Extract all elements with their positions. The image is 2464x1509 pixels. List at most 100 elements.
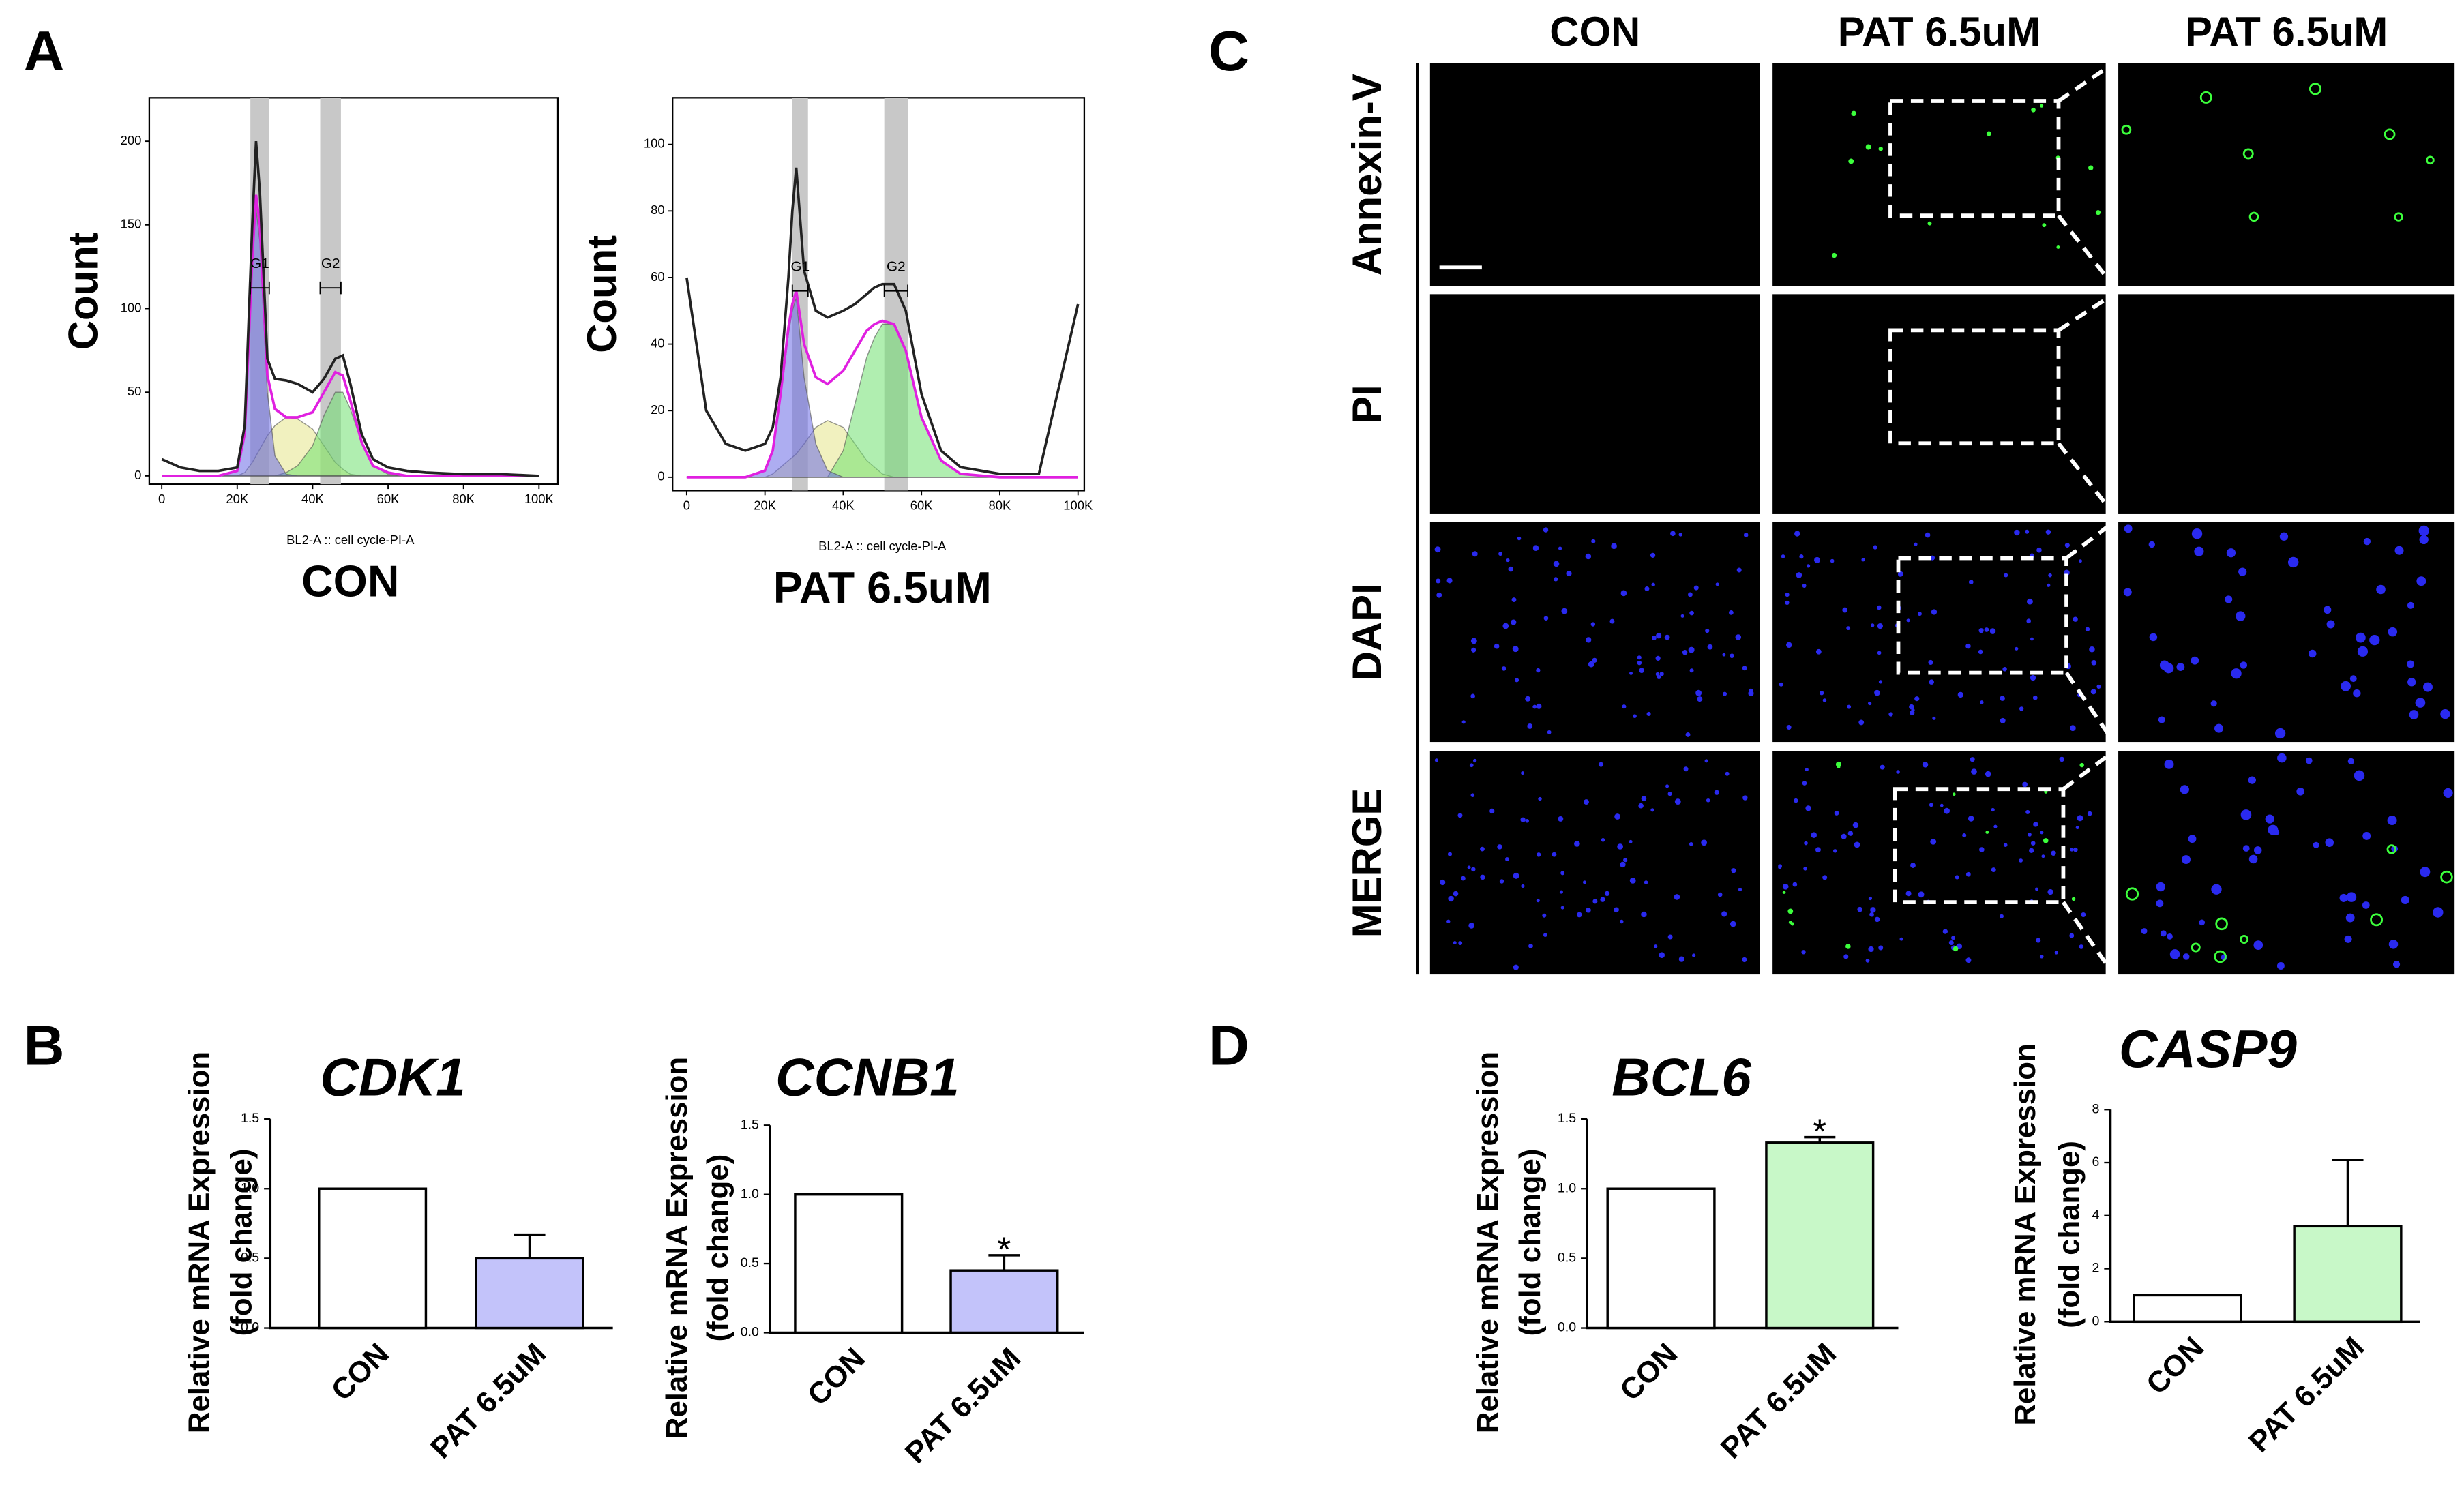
cell [2028, 833, 2032, 837]
cell [2305, 757, 2313, 764]
cell [1656, 633, 1662, 639]
cell [1646, 711, 1651, 717]
cell [1560, 906, 1564, 910]
x-axis-label: BL2-A :: cell cycle-PI-A [286, 533, 415, 547]
cell [2075, 826, 2079, 830]
cell [1778, 864, 1782, 869]
cell [1682, 649, 1688, 655]
cell [1968, 816, 1974, 822]
y-tick-label: 150 [121, 217, 142, 231]
micrograph-image [2118, 751, 2455, 975]
cell [1584, 799, 1589, 805]
cell [2033, 822, 2038, 827]
cell [1678, 956, 1685, 962]
cell [1815, 847, 1821, 853]
line [685, 167, 1080, 475]
cell [2347, 758, 2355, 765]
cell [1979, 847, 1985, 852]
cell [1822, 875, 1828, 880]
cell [1742, 795, 1748, 801]
cell [1558, 816, 1564, 822]
cell [2388, 627, 2398, 637]
cell [2164, 759, 2174, 769]
cell [2027, 598, 2033, 605]
row-label: Annexin-V [1344, 74, 1390, 275]
cell [2242, 148, 2254, 160]
cell [1877, 651, 1882, 655]
cell [1505, 857, 1510, 862]
cell [1806, 564, 1811, 568]
y-axis-label: Relative mRNA Expression [1471, 1051, 1504, 1433]
cell [1942, 929, 1948, 934]
cell [2191, 656, 2199, 665]
y-tick-label: 1.5 [241, 1111, 259, 1126]
cell [2353, 689, 2361, 698]
cell [2079, 944, 2084, 949]
cell [1878, 147, 1884, 151]
cell [1922, 762, 1929, 768]
cell [2073, 616, 2078, 622]
cell [1743, 533, 1749, 537]
significance-mark: * [1813, 1111, 1826, 1150]
cell [1991, 867, 1996, 873]
cell [2354, 770, 2365, 781]
cell [2125, 887, 2139, 901]
cell [1857, 906, 1862, 912]
x-tick-label: 60K [377, 492, 400, 506]
error-bar [2332, 1159, 2364, 1227]
cell [2277, 753, 2287, 763]
cell [1801, 950, 1806, 955]
cell [2149, 633, 2158, 642]
cell [2242, 845, 2250, 852]
cell [2121, 124, 2132, 135]
x-tick-label: 0 [683, 498, 690, 512]
cell [1644, 880, 1648, 884]
cell [1629, 671, 1633, 675]
cell [1619, 919, 1624, 924]
cell [1965, 957, 1972, 963]
cell [1852, 822, 1859, 828]
cell [1989, 628, 1996, 634]
cell [2240, 934, 2249, 944]
cell [1804, 841, 1808, 846]
cell [1469, 763, 1474, 768]
cell [1585, 637, 1592, 643]
cell [1583, 880, 1586, 884]
y-tick-label: 20 [651, 402, 665, 417]
cell [1799, 554, 1804, 559]
cell [1835, 761, 1842, 768]
cell [1561, 608, 1568, 614]
micrograph-image [1429, 294, 1760, 514]
cell [1731, 868, 1736, 873]
cell [1471, 647, 1476, 653]
cell [2030, 637, 2034, 641]
cell [2000, 696, 2005, 701]
cell [1543, 933, 1547, 937]
bar [475, 1257, 584, 1330]
cell [1461, 720, 1466, 724]
y-tick-label: 6 [2092, 1154, 2100, 1169]
cell [1965, 643, 1971, 649]
cell [1948, 940, 1954, 946]
cell [2180, 785, 2189, 794]
cell [1532, 704, 1537, 709]
micrograph-image [1429, 63, 1760, 286]
cell [1506, 558, 1510, 563]
y-tick-label: 100 [644, 136, 665, 151]
cell [2191, 942, 2201, 953]
cell [2339, 893, 2348, 902]
cell [1811, 832, 1817, 838]
cell [1785, 593, 1790, 597]
cell [2238, 567, 2247, 576]
y-tick-label: 100 [121, 300, 142, 314]
line [686, 290, 1078, 479]
cell [1999, 914, 2004, 918]
micrograph-image [2118, 294, 2455, 514]
cell [1854, 841, 1860, 848]
zoom-box [1888, 99, 2061, 218]
y-tick-label: 0.0 [741, 1325, 759, 1340]
cell [1736, 567, 1742, 573]
y-axis-label: (fold change) [225, 1149, 258, 1336]
cell [2362, 901, 2370, 909]
cell [1536, 899, 1540, 903]
